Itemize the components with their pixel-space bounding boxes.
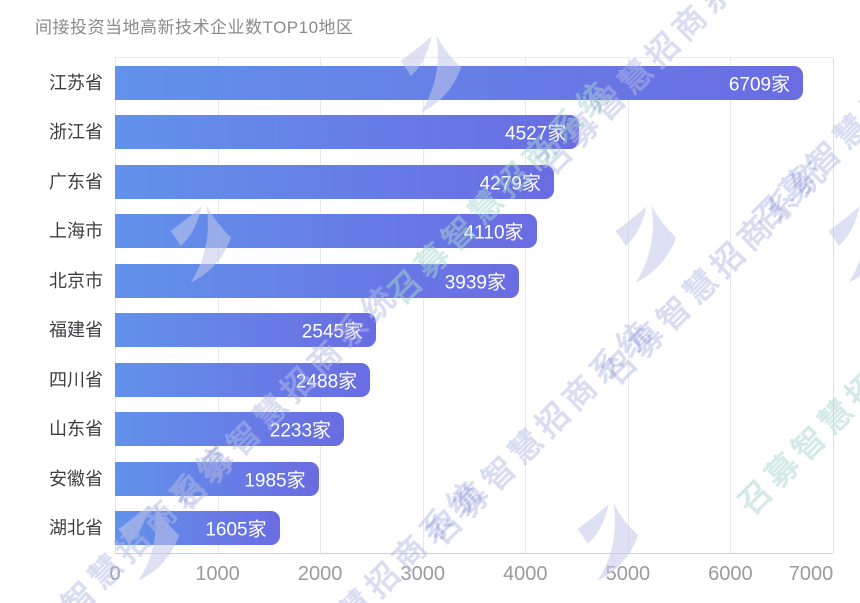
bar-value-label: 2488家: [295, 371, 358, 393]
gridline-x-6000: [730, 58, 732, 553]
x-tick-label-6000: 6000: [708, 563, 753, 585]
x-tick-label-5000: 5000: [605, 563, 651, 585]
gridline-x-0: [115, 58, 116, 553]
gridline-x-1000: [217, 58, 219, 553]
x-tick-label-2000: 2000: [297, 563, 343, 585]
bar-value-label: 4110家: [463, 222, 524, 244]
bar-江苏省: 6709家: [115, 65, 804, 100]
gridline-x-7000: [833, 58, 834, 553]
category-label-安徽省: 安徽省: [49, 468, 103, 489]
gridline-x-2000: [320, 58, 322, 553]
category-label-福建省: 福建省: [49, 320, 103, 341]
category-label-广东省: 广东省: [49, 171, 103, 192]
bar-浙江省: 4527家: [115, 115, 580, 150]
bar-福建省: 2545家: [115, 313, 377, 348]
bar-四川省: 2488家: [115, 362, 371, 397]
gridline-x-3000: [422, 58, 424, 553]
bar-安徽省: 1985家: [115, 461, 319, 496]
x-tick-label-1000: 1000: [195, 563, 240, 585]
chart-title: 间接投资当地高新技术企业数TOP10地区: [35, 18, 354, 37]
x-tick-label-0: 0: [109, 563, 121, 585]
plot-area: 6709家 4527家 4279家 4110家 3939家 2545家 2488家 2233家…: [115, 57, 834, 554]
bar-value-label: 4527家: [505, 123, 567, 145]
bar-value-label: 3939家: [444, 272, 507, 294]
category-label-湖北省: 湖北省: [49, 518, 103, 539]
gridline-x-4000: [525, 58, 527, 553]
x-tick-label-3000: 3000: [400, 563, 445, 585]
bar-广东省: 4279家: [115, 164, 554, 199]
category-label-上海市: 上海市: [49, 221, 103, 242]
category-label-四川省: 四川省: [49, 369, 103, 390]
bar-湖北省: 1605家: [115, 511, 280, 546]
bar-北京市: 3939家: [115, 263, 520, 298]
x-tick-label-7000: 7000: [788, 563, 834, 585]
bar-value-label: 2545家: [301, 321, 364, 343]
category-label-山东省: 山东省: [49, 419, 103, 440]
category-label-江苏省: 江苏省: [49, 72, 103, 93]
bar-value-label: 4279家: [479, 173, 541, 195]
gridline-x-5000: [627, 58, 629, 553]
category-label-北京市: 北京市: [49, 270, 103, 291]
bar-上海市: 4110家: [115, 214, 537, 249]
bar-value-label: 2233家: [269, 420, 332, 442]
category-label-浙江省: 浙江省: [49, 122, 103, 143]
x-tick-label-4000: 4000: [503, 563, 548, 585]
bar-value-label: 6709家: [728, 74, 791, 96]
bar-山东省: 2233家: [115, 412, 345, 447]
bar-value-label: 1605家: [205, 519, 267, 541]
bar-value-label: 1985家: [244, 470, 306, 492]
